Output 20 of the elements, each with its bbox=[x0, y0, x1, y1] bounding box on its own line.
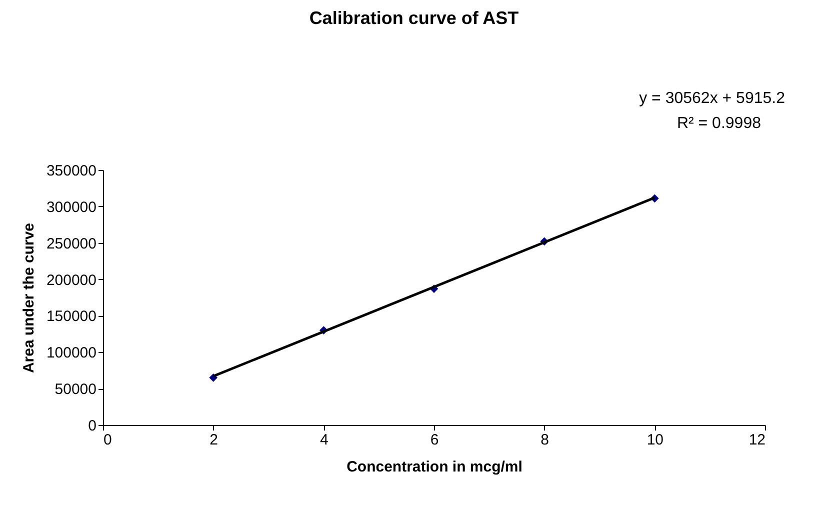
text: R² = 0.9998 bbox=[676, 115, 762, 132]
x-tick-label: 0 bbox=[104, 432, 112, 448]
x-tick-label: 10 bbox=[646, 432, 664, 448]
y-tick-label: 250000 bbox=[46, 235, 96, 252]
chart-title: Calibration curve of AST bbox=[309, 8, 519, 28]
x-tick-label: 2 bbox=[210, 432, 218, 448]
y-tick-label: 300000 bbox=[46, 198, 96, 216]
y-axis-title: Area under the curve bbox=[20, 222, 38, 374]
x-tick-label: 6 bbox=[430, 432, 439, 448]
y-tick-label: 100000 bbox=[46, 344, 96, 362]
y-tick-label: 150000 bbox=[46, 308, 96, 326]
text: y = 30562x + 5915.2 bbox=[639, 90, 786, 107]
x-axis-title: Concentration in mcg/ml bbox=[346, 458, 522, 476]
x-tick-label: 8 bbox=[540, 432, 550, 448]
y-tick-label: 0 bbox=[88, 418, 96, 434]
x-tick-label: 4 bbox=[320, 432, 328, 448]
x-tick-label: 12 bbox=[748, 432, 766, 448]
y-tick-label: 200000 bbox=[46, 272, 96, 289]
y-tick-label: 350000 bbox=[46, 162, 96, 180]
y-tick-label: 50000 bbox=[54, 381, 96, 398]
